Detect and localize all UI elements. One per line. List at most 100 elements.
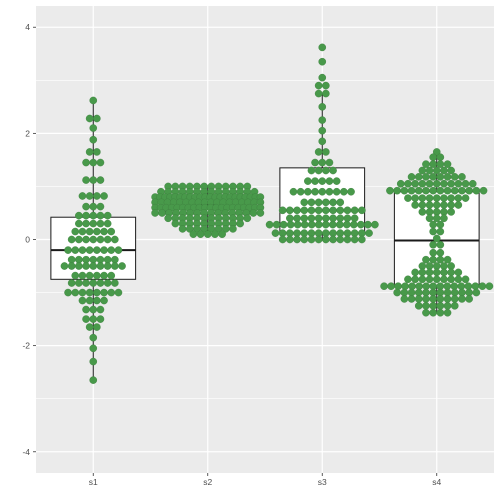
data-point-s1 [93, 296, 101, 305]
data-point-s4 [450, 186, 459, 195]
data-point-s1 [89, 305, 98, 314]
data-point-s1 [85, 192, 94, 200]
data-point-s3 [325, 177, 334, 185]
data-point-s4 [465, 295, 473, 303]
data-point-s1 [82, 235, 90, 244]
data-point-s1 [96, 235, 105, 244]
data-point-s3 [322, 206, 330, 215]
data-point-s4 [450, 288, 459, 297]
data-point-s4 [443, 255, 452, 264]
data-point-s1 [103, 235, 112, 244]
data-point-s1 [85, 271, 94, 280]
data-point-s3 [322, 198, 330, 207]
data-point-s1 [78, 271, 87, 280]
data-point-s1 [89, 219, 98, 228]
data-point-s4 [443, 173, 452, 181]
data-point-s3 [332, 187, 341, 196]
data-point-s3 [343, 235, 352, 244]
data-point-s1 [75, 255, 83, 264]
data-point-s4 [394, 282, 402, 291]
data-point-s3 [336, 206, 345, 215]
data-point-s1 [96, 305, 105, 314]
data-point-s4 [422, 302, 430, 310]
data-point-s1 [82, 176, 90, 184]
data-point-s3 [329, 198, 337, 207]
data-point-s4 [429, 295, 437, 303]
data-point-s4 [447, 201, 455, 209]
data-point-s4 [443, 302, 452, 310]
data-point-s3 [322, 81, 330, 90]
data-point-s4 [429, 308, 437, 317]
data-point-s3 [322, 148, 330, 156]
data-point-s1 [89, 176, 98, 184]
data-point-s1 [100, 227, 108, 236]
data-point-s1 [93, 114, 101, 123]
data-point-s4 [393, 288, 401, 297]
data-point-s1 [103, 262, 112, 270]
data-point-s3 [318, 73, 327, 82]
data-point-s1 [93, 271, 101, 280]
data-point-s3 [318, 57, 327, 66]
data-point-s1 [64, 288, 72, 297]
data-point-s4 [432, 208, 441, 216]
data-point-s4 [418, 166, 427, 175]
x-axis: s1 s2 s3 s4 [89, 473, 442, 487]
data-point-s4 [436, 186, 445, 195]
data-point-s4 [432, 179, 441, 188]
data-point-s4 [443, 308, 452, 317]
data-point-s1 [96, 262, 105, 270]
data-point-s1 [85, 246, 94, 254]
data-point-s4 [414, 302, 423, 310]
data-point-s2 [218, 230, 226, 238]
data-point-s1 [93, 148, 101, 156]
data-point-s4 [407, 186, 416, 195]
y-tick-label: -4 [22, 447, 30, 457]
data-point-s1 [82, 305, 90, 314]
data-point-s3 [314, 198, 323, 207]
data-point-s1 [89, 202, 98, 211]
data-point-s4 [418, 201, 427, 209]
data-point-s1 [114, 246, 123, 254]
data-point-s3 [325, 158, 334, 167]
data-point-s4 [425, 179, 434, 188]
data-point-s4 [468, 179, 477, 188]
data-point-s3 [286, 220, 295, 229]
data-point-s4 [404, 179, 412, 188]
data-point-s4 [432, 194, 441, 202]
data-point-s3 [279, 220, 288, 229]
data-point-s4 [440, 194, 448, 202]
data-point-s3 [300, 229, 309, 237]
data-point-s4 [429, 173, 437, 181]
data-point-s4 [440, 275, 448, 284]
data-point-s4 [432, 262, 441, 270]
data-point-s3 [329, 235, 337, 244]
y-tick-label: -2 [22, 341, 30, 351]
data-point-s1 [100, 288, 108, 297]
data-point-s1 [78, 296, 87, 305]
data-point-s4 [440, 166, 448, 175]
data-point-s3 [311, 158, 319, 167]
data-point-s4 [429, 241, 437, 249]
data-point-s4 [436, 248, 445, 257]
data-point-s4 [400, 288, 409, 297]
data-point-s1 [75, 235, 83, 244]
data-point-s4 [447, 166, 455, 175]
data-point-s1 [67, 255, 76, 264]
data-point-s3 [322, 229, 330, 237]
data-point-s1 [71, 227, 80, 236]
data-point-s1 [103, 279, 112, 287]
data-point-s4 [414, 295, 423, 303]
data-point-s1 [93, 323, 101, 331]
data-point-s3 [336, 220, 344, 229]
data-point-s1 [75, 262, 83, 270]
data-point-s4 [422, 186, 430, 195]
data-point-s1 [107, 246, 116, 254]
data-point-s1 [82, 279, 90, 287]
data-point-s4 [418, 194, 427, 202]
data-point-s4 [408, 282, 416, 291]
data-point-s1 [89, 135, 98, 144]
data-point-s4 [440, 201, 448, 209]
data-point-s1 [85, 323, 94, 331]
data-point-s4 [436, 160, 445, 168]
data-point-s3 [314, 166, 323, 175]
